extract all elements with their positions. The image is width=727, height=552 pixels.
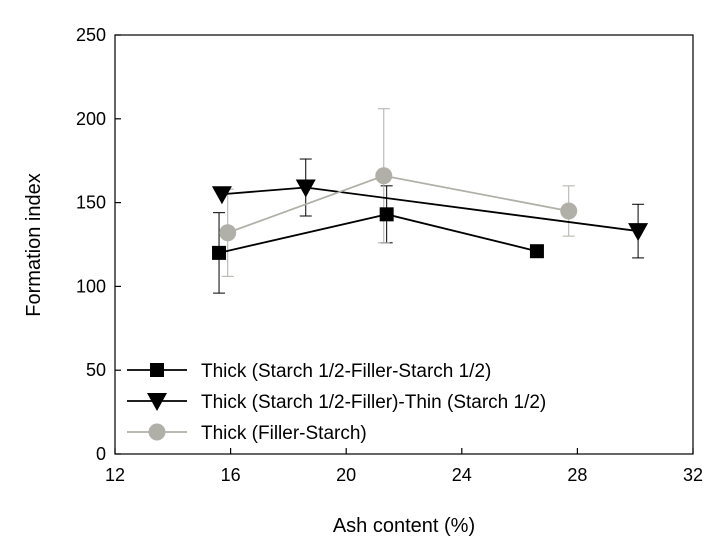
x-tick-label: 20 bbox=[336, 465, 356, 485]
legend-label: Thick (Starch 1/2-Filler)-Thin (Starch 1… bbox=[201, 392, 546, 413]
x-tick-label: 24 bbox=[452, 465, 472, 485]
y-axis-ticks: 0 50 100 150 200 250 bbox=[76, 25, 121, 464]
legend-marker bbox=[147, 393, 167, 411]
series-2-point bbox=[212, 186, 232, 204]
legend-label: Thick (Filler-Starch) bbox=[201, 423, 367, 444]
legend-marker bbox=[150, 363, 164, 377]
x-tick-label: 16 bbox=[221, 465, 241, 485]
y-tick-label: 250 bbox=[76, 25, 106, 45]
series-line-1 bbox=[219, 214, 537, 253]
x-tick-label: 32 bbox=[683, 465, 703, 485]
y-tick-label: 150 bbox=[76, 193, 106, 213]
x-axis-title: Ash content (%) bbox=[333, 515, 475, 537]
series-1-point bbox=[380, 207, 394, 221]
series-1-point bbox=[212, 246, 226, 260]
y-tick-label: 50 bbox=[86, 360, 106, 380]
series-2-point bbox=[628, 223, 648, 241]
series-line-3 bbox=[228, 176, 569, 233]
y-axis-title: Formation index bbox=[23, 173, 45, 316]
legend: Thick (Starch 1/2-Filler-Starch 1/2) Thic… bbox=[127, 361, 546, 444]
y-tick-label: 200 bbox=[76, 109, 106, 129]
x-tick-label: 28 bbox=[567, 465, 587, 485]
series-3-point bbox=[219, 224, 236, 241]
series-3-point bbox=[375, 167, 392, 184]
series-3-point bbox=[560, 202, 577, 219]
y-tick-label: 100 bbox=[76, 276, 106, 296]
y-tick-label: 0 bbox=[96, 444, 106, 464]
legend-label: Thick (Starch 1/2-Filler-Starch 1/2) bbox=[201, 361, 491, 382]
series-markers bbox=[212, 167, 648, 260]
legend-marker bbox=[149, 424, 166, 441]
x-tick-label: 12 bbox=[105, 465, 125, 485]
series-1-point bbox=[530, 244, 544, 258]
error-bars bbox=[213, 109, 644, 293]
